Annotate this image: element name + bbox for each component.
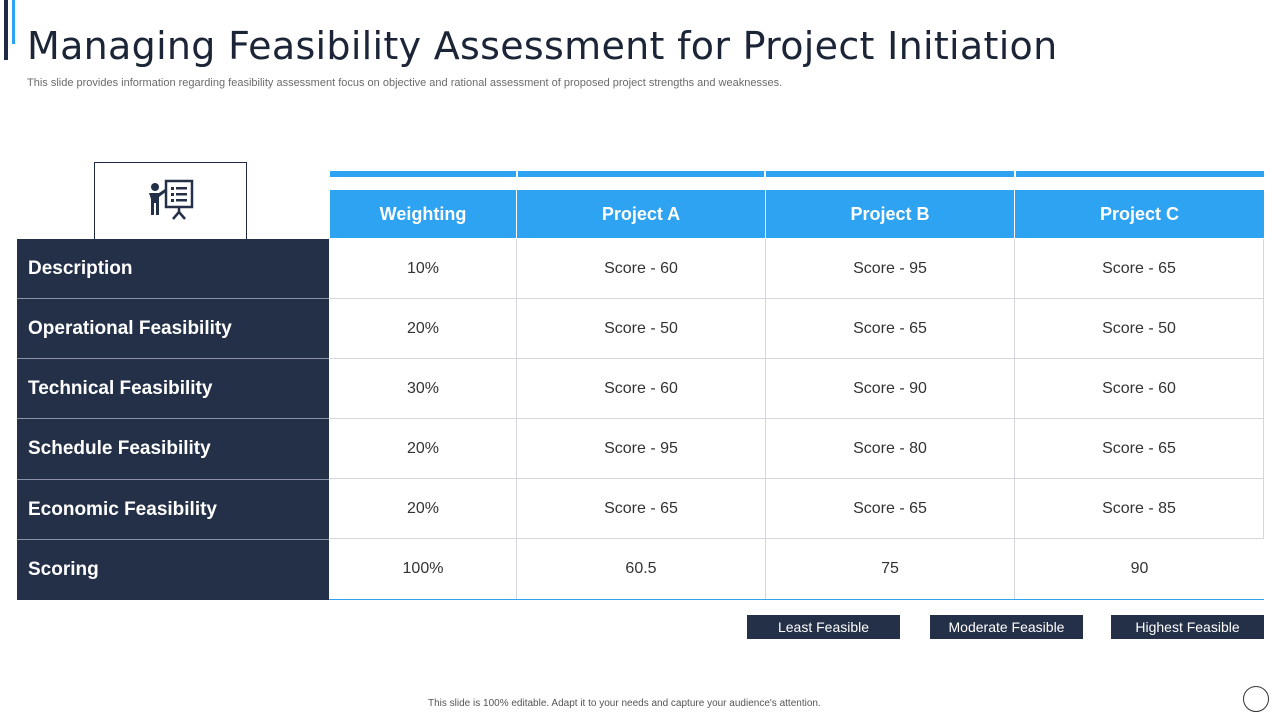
footer-text: This slide is 100% editable. Adapt it to… bbox=[428, 698, 821, 709]
row-label-description: Description bbox=[17, 239, 329, 299]
table-cell: Score - 95 bbox=[517, 419, 766, 479]
column-header-weighting: Weighting bbox=[330, 190, 517, 238]
row-label-scoring: Scoring bbox=[17, 540, 329, 600]
table-cell: Score - 80 bbox=[766, 419, 1015, 479]
table-cell: Score - 85 bbox=[1015, 479, 1264, 539]
legend-moderate-feasible: Moderate Feasible bbox=[930, 615, 1083, 639]
table-cell: Score - 65 bbox=[766, 299, 1015, 359]
table-cell: Score - 95 bbox=[766, 239, 1015, 299]
table-cell: Score - 60 bbox=[517, 239, 766, 299]
row-label-technical: Technical Feasibility bbox=[17, 359, 329, 419]
table-cell: Score - 65 bbox=[1015, 419, 1264, 479]
page-title: Managing Feasibility Assessment for Proj… bbox=[27, 24, 1058, 68]
page-subtitle: This slide provides information regardin… bbox=[27, 77, 783, 89]
header-strip bbox=[1016, 171, 1264, 177]
table-cell: 30% bbox=[330, 359, 517, 419]
column-header-project-a: Project A bbox=[517, 190, 766, 238]
table-cell: Score - 50 bbox=[1015, 299, 1264, 359]
column-header-project-c: Project C bbox=[1015, 190, 1264, 238]
title-accent-bar bbox=[4, 0, 8, 60]
row-label-schedule: Schedule Feasibility bbox=[17, 419, 329, 480]
table-cell: 20% bbox=[330, 479, 517, 539]
table-cell: Score - 65 bbox=[766, 479, 1015, 539]
table-cell: 20% bbox=[330, 299, 517, 359]
row-label-economic: Economic Feasibility bbox=[17, 480, 329, 540]
table-cell: Score - 65 bbox=[517, 479, 766, 539]
row-label-operational: Operational Feasibility bbox=[17, 299, 329, 359]
table-cell: Score - 60 bbox=[1015, 359, 1264, 419]
table-cell: 90 bbox=[1130, 560, 1149, 577]
header-strip bbox=[766, 171, 1014, 177]
table-cell: Score - 50 bbox=[517, 299, 766, 359]
table-bottom-line bbox=[329, 599, 1264, 600]
table-cell: 60.5 bbox=[517, 539, 766, 599]
table-cell: Score - 65 bbox=[1015, 239, 1264, 299]
table-cell: Score - 60 bbox=[517, 359, 766, 419]
column-header-project-b: Project B bbox=[766, 190, 1015, 238]
table-cell: 10% bbox=[330, 239, 517, 299]
icon-box bbox=[94, 162, 247, 240]
header-strip bbox=[330, 171, 516, 177]
header-strip bbox=[518, 171, 764, 177]
table-cell: 20% bbox=[330, 419, 517, 479]
circle-icon bbox=[1243, 686, 1269, 712]
table-cell: 75 bbox=[766, 539, 1015, 599]
legend-highest-feasible: Highest Feasible bbox=[1111, 615, 1264, 639]
presentation-icon bbox=[148, 179, 193, 220]
table-cell: 100% bbox=[330, 539, 517, 599]
table-cell: Score - 90 bbox=[766, 359, 1015, 419]
title-accent-bar-blue bbox=[12, 0, 15, 44]
legend-least-feasible: Least Feasible bbox=[747, 615, 900, 639]
